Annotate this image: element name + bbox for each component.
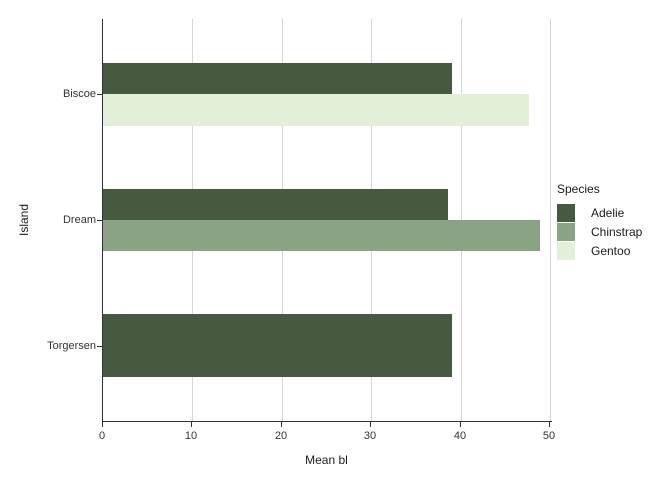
legend-entries: Adelie Chinstrap Gentoo: [557, 203, 642, 260]
x-axis-label-30: 30: [363, 430, 377, 442]
x-axis-label-0: 0: [98, 430, 106, 442]
legend-entry-adelie: Adelie: [557, 203, 642, 222]
x-tick-30: [370, 422, 371, 427]
bar-biscoe-adelie: [103, 62, 452, 95]
x-tick-50: [549, 422, 550, 427]
x-tick-40: [460, 422, 461, 427]
legend-swatch-chinstrap: [557, 222, 575, 241]
legend-entry-chinstrap: Chinstrap: [557, 222, 642, 241]
x-axis-title: Mean bl: [305, 453, 348, 467]
x-axis-label-20: 20: [274, 430, 288, 442]
x-tick-10: [191, 422, 192, 427]
bar-dream-chinstrap: [103, 220, 541, 252]
legend-entry-gentoo: Gentoo: [557, 241, 642, 260]
legend-swatch-gentoo: [557, 241, 575, 260]
y-axis-label-biscoe: Biscoe: [62, 88, 96, 100]
x-tick-0: [102, 422, 103, 427]
y-axis-label-dream: Dream: [62, 214, 96, 226]
legend-label-gentoo: Gentoo: [591, 243, 631, 258]
legend-label-chinstrap: Chinstrap: [591, 224, 643, 239]
legend-title: Species: [557, 182, 600, 196]
legend-label-adelie: Adelie: [591, 205, 625, 220]
x-axis-label-50: 50: [542, 430, 556, 442]
y-tick-biscoe: [97, 94, 102, 95]
gridline-x-50: [550, 19, 551, 421]
y-axis-label-torgersen: Torgersen: [47, 340, 96, 352]
bar-dream-adelie: [103, 188, 449, 220]
y-tick-dream: [97, 220, 102, 221]
bar-torgersen-adelie: [103, 314, 452, 378]
x-tick-20: [281, 422, 282, 427]
legend: Species Adelie Chinstrap Gentoo: [557, 182, 642, 260]
x-axis-label-10: 10: [184, 430, 198, 442]
x-axis-label-40: 40: [453, 430, 467, 442]
legend-swatch-adelie: [557, 203, 575, 222]
y-tick-torgersen: [97, 346, 102, 347]
bar-biscoe-gentoo: [103, 94, 530, 126]
plot-panel: [102, 19, 552, 422]
